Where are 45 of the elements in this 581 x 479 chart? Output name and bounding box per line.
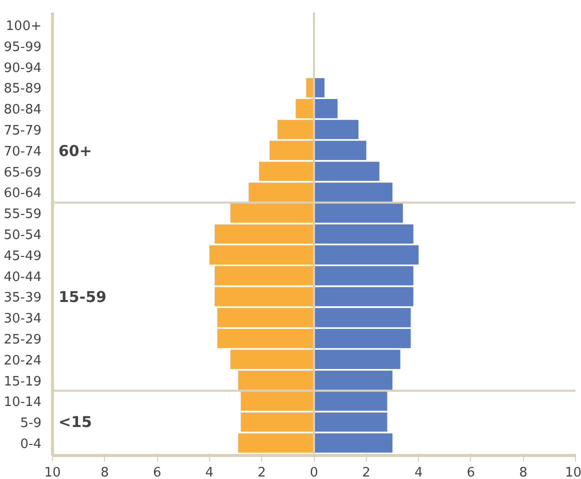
x-tick-label: 0 xyxy=(310,466,318,479)
bar xyxy=(238,433,314,453)
y-tick-label: 25-29 xyxy=(4,332,42,348)
y-tick-label: 0-4 xyxy=(20,436,42,452)
bar xyxy=(314,328,411,348)
y-tick-label: 75-79 xyxy=(4,124,42,139)
x-tick-label: 4 xyxy=(414,466,423,479)
y-tick-label: 45-49 xyxy=(4,248,42,264)
x-tick-label: 4 xyxy=(205,466,214,479)
x-tick-label: 6 xyxy=(466,466,476,479)
x-tick-label: 2 xyxy=(258,466,266,479)
x-tick-label: 2 xyxy=(362,466,370,479)
bar xyxy=(217,328,314,348)
y-tick-label: 30-34 xyxy=(4,312,42,327)
x-tick-label: 10 xyxy=(564,466,581,479)
y-tick-label: 10-14 xyxy=(4,395,42,410)
y-tick-label: 20-24 xyxy=(4,353,42,368)
y-tick-label: 40-44 xyxy=(4,270,42,285)
y-tick-label: 85-89 xyxy=(4,82,42,97)
bar xyxy=(314,433,392,453)
x-tick-label: 8 xyxy=(100,466,109,479)
annotation: 60+ xyxy=(58,142,92,160)
x-tick-label: 6 xyxy=(152,466,162,479)
annotation: 15-59 xyxy=(58,288,106,306)
x-tick-label: 10 xyxy=(44,466,61,479)
y-tick-label: 15-19 xyxy=(4,374,42,390)
bar xyxy=(214,224,314,244)
y-tick-label: 80-84 xyxy=(4,102,42,118)
y-tick-label: 95-99 xyxy=(4,40,42,55)
y-tick-label: 65-69 xyxy=(4,165,42,180)
x-tick-label: 8 xyxy=(519,466,528,479)
y-tick-label: 70-74 xyxy=(4,144,42,160)
y-tick-label: 55-59 xyxy=(4,207,42,222)
y-tick-label: 35-39 xyxy=(4,290,42,306)
bar xyxy=(314,203,403,223)
bar xyxy=(230,203,314,223)
y-tick-label: 60-64 xyxy=(4,186,42,202)
bar xyxy=(314,224,414,244)
y-tick-label: 100+ xyxy=(6,19,42,34)
annotation: <15 xyxy=(58,413,92,432)
y-tick-label: 90-94 xyxy=(4,60,42,76)
bar xyxy=(314,120,358,140)
bar xyxy=(277,120,314,140)
y-tick-label: 50-54 xyxy=(4,228,42,243)
y-tick-label: 5-9 xyxy=(20,416,42,432)
